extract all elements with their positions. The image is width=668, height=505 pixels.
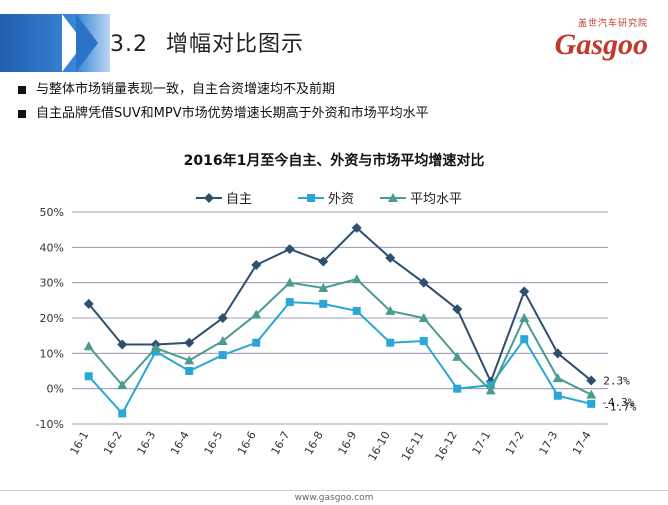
data-point — [251, 260, 262, 270]
legend-label: 外资 — [328, 192, 354, 207]
data-point — [185, 367, 194, 375]
x-tick-label: 16-1 — [68, 429, 92, 457]
data-point — [285, 298, 294, 307]
legend-label: 自主 — [226, 192, 252, 207]
data-point — [117, 380, 128, 390]
bullet-text: 与整体市场销量表现一致，自主合资增速均不及前期 — [36, 82, 336, 97]
data-point — [519, 313, 530, 322]
data-point — [118, 409, 127, 418]
data-point — [218, 351, 227, 360]
data-point — [351, 222, 362, 233]
y-tick-label: 0% — [47, 383, 64, 396]
x-tick-label: 16-9 — [336, 429, 360, 457]
logo-subtitle: 盖世汽车研究院 — [577, 19, 648, 29]
x-tick-label: 16-5 — [202, 429, 226, 457]
x-tick-label: 16-6 — [235, 429, 259, 457]
x-tick-label: 16-7 — [269, 429, 293, 457]
end-data-label: -4.3% — [601, 396, 634, 409]
legend-marker — [204, 193, 214, 203]
x-tick-label: 16-12 — [433, 429, 460, 463]
data-point — [418, 277, 429, 288]
data-point — [385, 252, 396, 263]
data-point — [453, 384, 462, 393]
data-point — [284, 277, 295, 287]
data-point — [217, 335, 228, 345]
y-tick-label: 40% — [40, 241, 64, 254]
bullet-square-icon — [18, 109, 26, 118]
footer-url: www.gasgoo.com — [294, 493, 374, 503]
page-title: 3.2 增幅对比图示 — [110, 26, 304, 58]
bullet-list: 与整体市场销量表现一致，自主合资增速均不及前期 自主品牌凭借SUV和MPV市场优… — [18, 78, 429, 126]
series-line-2 — [88, 301, 592, 416]
series-line-1 — [87, 226, 592, 385]
data-point — [586, 389, 597, 399]
data-point — [251, 309, 262, 319]
y-tick-label: 20% — [40, 312, 64, 325]
data-point — [84, 372, 93, 381]
data-point — [318, 256, 329, 267]
data-point — [83, 298, 94, 309]
chevron-icon — [76, 14, 98, 72]
y-tick-label: 10% — [40, 347, 64, 360]
data-point — [217, 313, 228, 323]
data-point — [552, 348, 563, 359]
data-point — [184, 337, 195, 348]
data-point — [386, 338, 395, 347]
x-tick-label: 17-2 — [503, 429, 527, 457]
data-point — [452, 351, 463, 361]
bullet-item: 与整体市场销量表现一致，自主合资增速均不及前期 — [18, 78, 429, 102]
gasgoo-logo: 盖世汽车研究院 Gasgoo — [555, 16, 648, 61]
data-point — [520, 335, 529, 344]
bullet-text: 自主品牌凭借SUV和MPV市场优势增速长期高于外资和市场平均水平 — [36, 106, 429, 121]
x-tick-label: 17-1 — [470, 429, 494, 457]
data-point — [318, 282, 329, 292]
data-point — [586, 375, 597, 386]
data-point — [418, 313, 429, 322]
end-data-label: 2.3% — [603, 375, 630, 388]
data-point — [352, 306, 361, 315]
y-tick-label: -10% — [36, 418, 64, 431]
section-number: 3.2 — [110, 32, 148, 57]
data-point — [486, 381, 495, 390]
data-point — [252, 338, 261, 347]
x-tick-label: 16-11 — [399, 429, 426, 463]
data-point — [319, 299, 328, 308]
data-point — [150, 343, 161, 353]
bullet-item: 自主品牌凭借SUV和MPV市场优势增速长期高于外资和市场平均水平 — [18, 102, 429, 126]
x-tick-label: 17-3 — [537, 429, 561, 457]
data-point — [385, 305, 396, 315]
data-point — [485, 385, 496, 395]
series-line-3 — [87, 278, 592, 396]
x-tick-label: 16-10 — [366, 429, 393, 463]
data-point — [117, 339, 128, 350]
data-point — [351, 274, 362, 284]
legend-marker — [388, 193, 398, 202]
end-data-label: -1.7% — [603, 401, 636, 414]
data-point — [587, 399, 596, 408]
x-tick-label: 16-3 — [135, 429, 159, 457]
x-tick-label: 16-8 — [302, 429, 326, 457]
data-point — [553, 391, 562, 400]
data-point — [184, 355, 195, 365]
y-tick-label: 30% — [40, 277, 64, 290]
x-tick-label: 17-4 — [570, 429, 594, 457]
header-banner: 3.2 增幅对比图示 盖世汽车研究院 Gasgoo — [0, 14, 668, 72]
data-point — [284, 244, 295, 255]
section-title: 增幅对比图示 — [166, 32, 305, 57]
data-point — [419, 336, 428, 345]
data-point — [452, 304, 463, 315]
logo-text: Gasgoo — [554, 28, 648, 61]
y-tick-label: 50% — [40, 206, 64, 219]
legend-marker — [307, 194, 315, 202]
data-point — [519, 286, 530, 297]
footer-divider — [0, 490, 668, 491]
chart-title: 2016年1月至今自主、外资与市场平均增速对比 — [183, 153, 485, 169]
bullet-square-icon — [18, 85, 26, 94]
x-tick-label: 16-2 — [101, 429, 125, 457]
data-point — [83, 341, 94, 351]
legend-label: 平均水平 — [410, 192, 462, 207]
x-tick-label: 16-4 — [168, 429, 192, 457]
data-point — [552, 373, 563, 383]
